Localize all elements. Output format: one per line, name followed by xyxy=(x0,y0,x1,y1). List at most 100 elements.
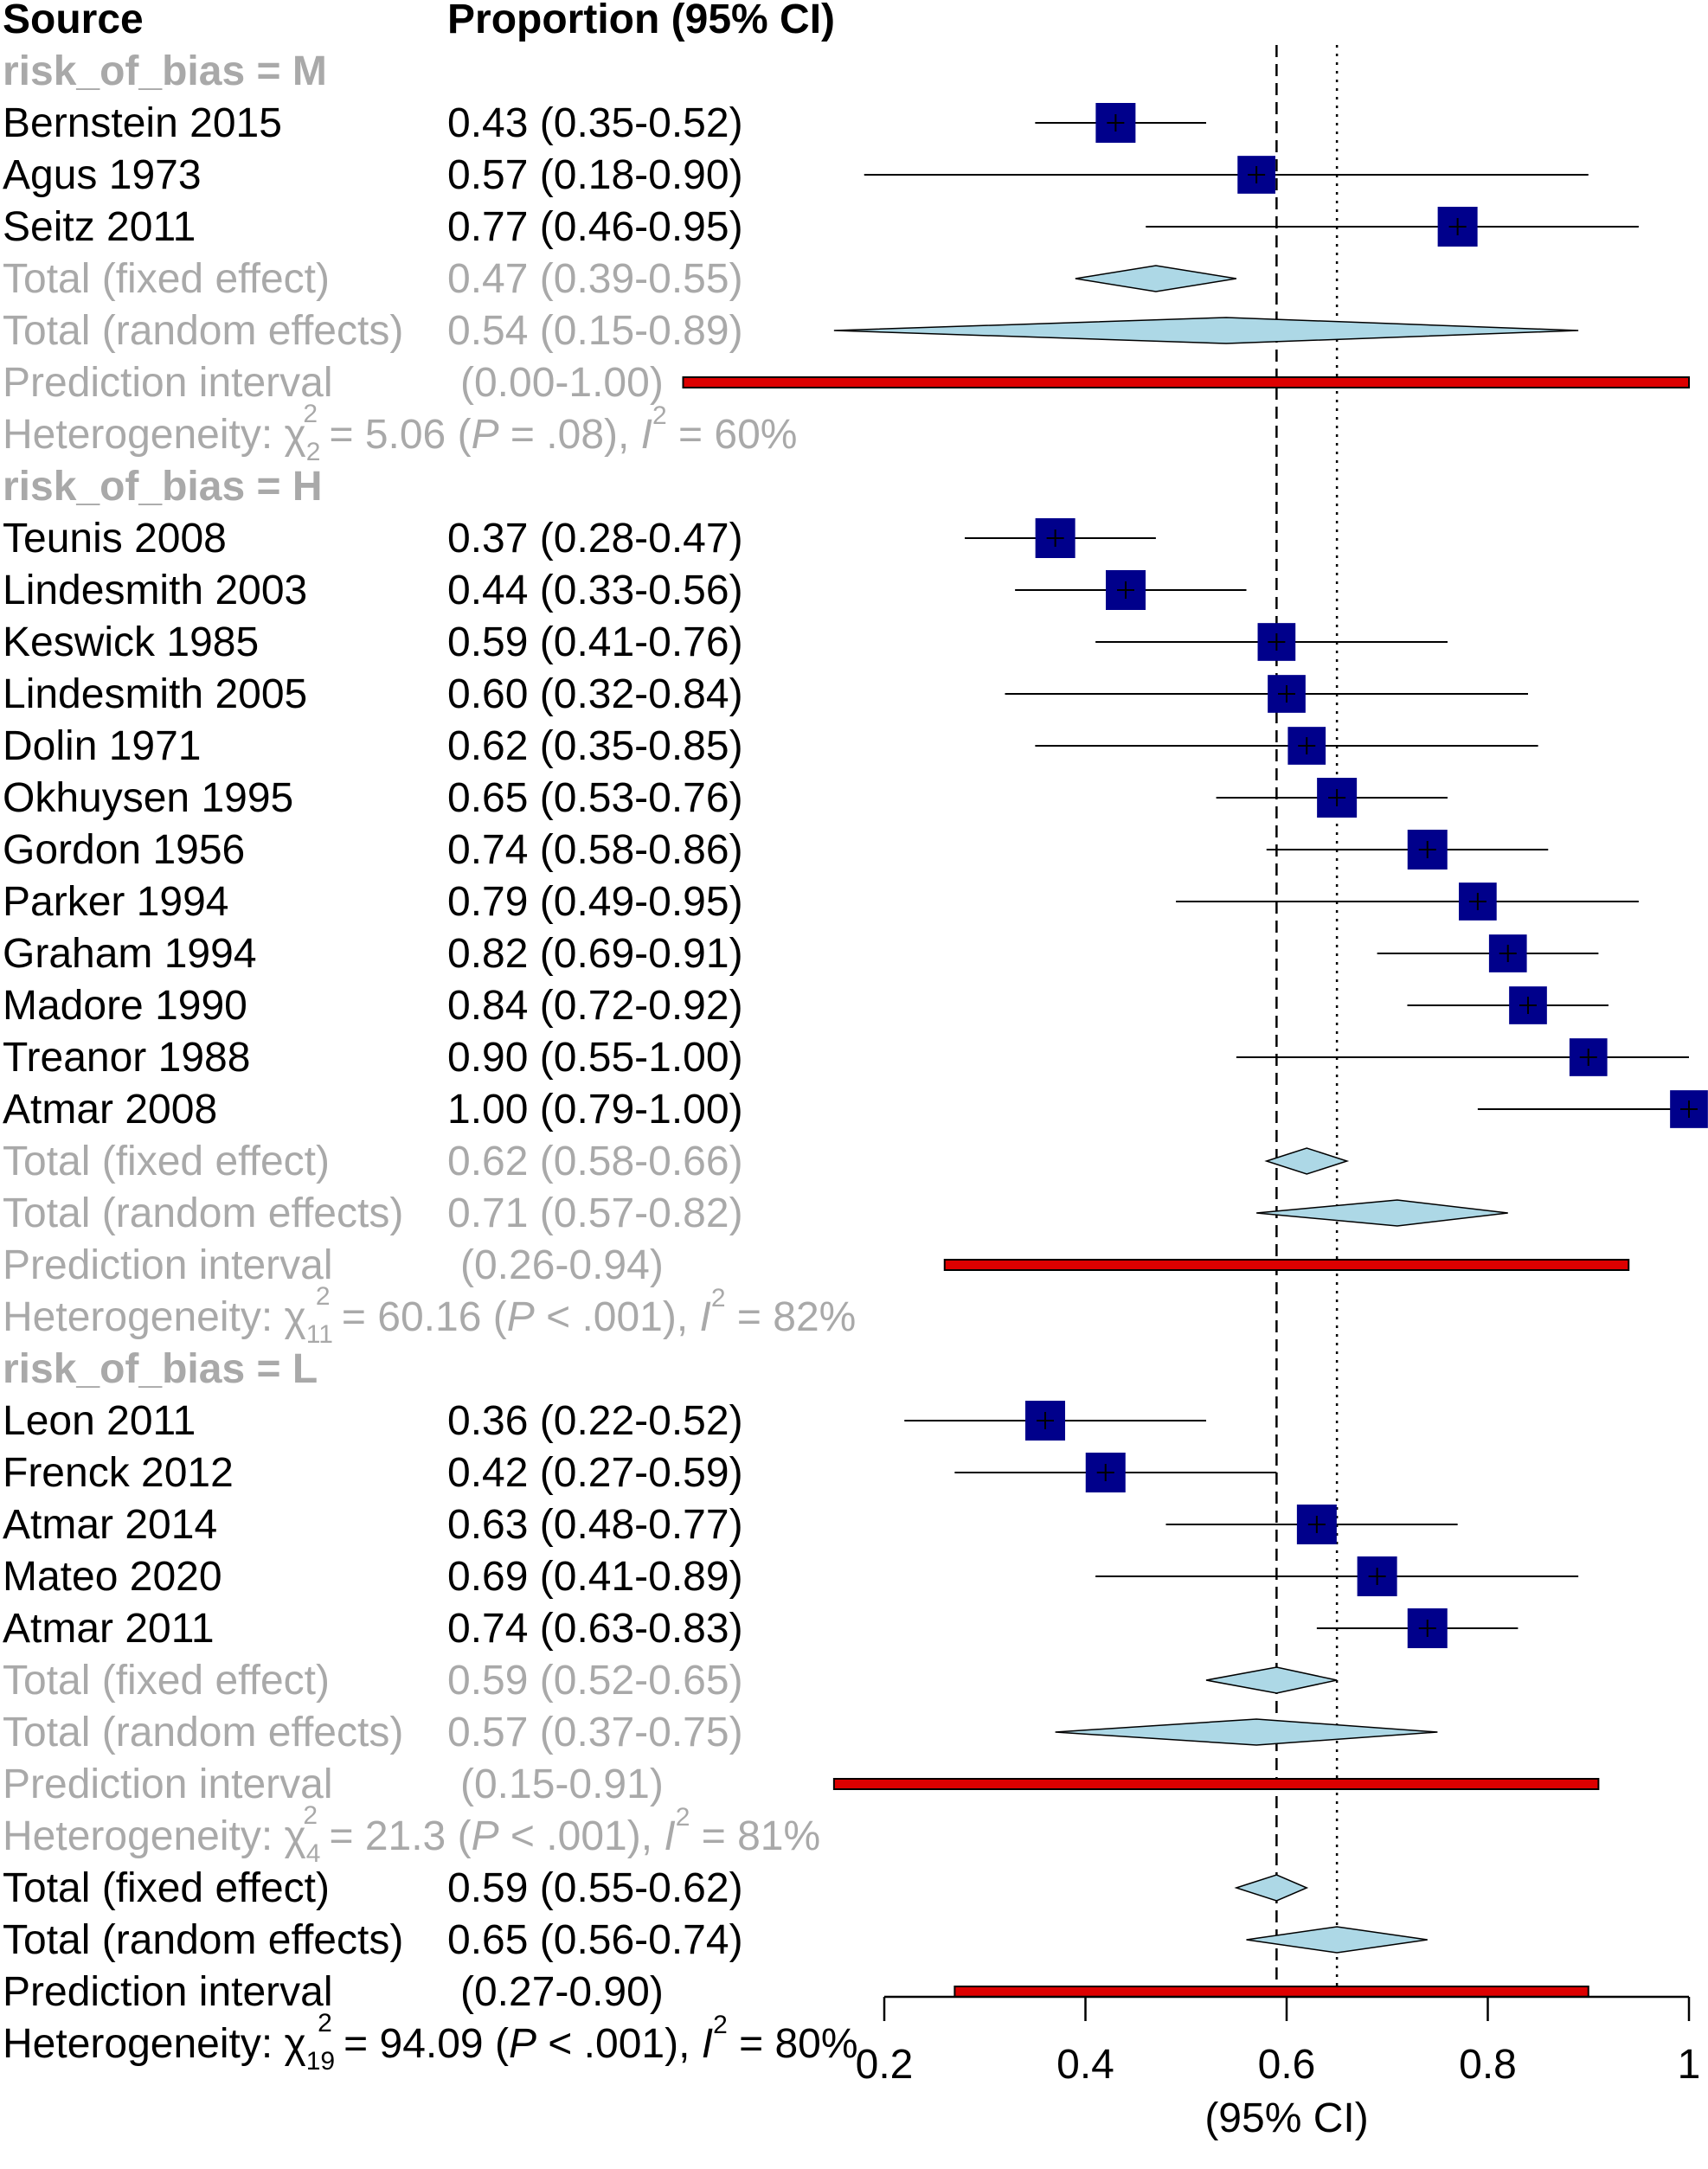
heterogeneity-sq: 2 xyxy=(316,1282,331,1311)
study-name: Frenck 2012 xyxy=(3,1450,234,1496)
heterogeneity-p: P xyxy=(472,412,499,458)
study-estimate-text: 0.65 (0.53-0.76) xyxy=(447,775,743,821)
heterogeneity-stat: = 60.16 ( xyxy=(331,1294,507,1340)
prediction-interval-label: Prediction interval xyxy=(3,360,333,406)
study-name: Graham 1994 xyxy=(3,931,257,977)
heterogeneity-df: 2 xyxy=(306,438,321,466)
heterogeneity-prefix: Heterogeneity: xyxy=(3,1294,285,1340)
study-name: Treanor 1988 xyxy=(3,1035,250,1081)
subgroup-random-effects-diamond xyxy=(1256,1199,1508,1227)
estimate-header: Proportion (95% CI) xyxy=(447,0,835,42)
study-name: Atmar 2011 xyxy=(3,1606,215,1652)
subgroup-fixed-effect-text: 0.62 (0.58-0.66) xyxy=(447,1139,743,1184)
prediction-interval-text: (0.15-0.91) xyxy=(460,1762,664,1807)
study-estimate-text: 0.42 (0.27-0.59) xyxy=(447,1450,743,1496)
heterogeneity-chi: χ xyxy=(285,2021,306,2067)
study-estimate-text: 0.44 (0.33-0.56) xyxy=(447,568,743,613)
subgroup-label: risk_of_bias = L xyxy=(3,1346,318,1392)
study-estimate-text: 1.00 (0.79-1.00) xyxy=(447,1087,743,1133)
source-header: Source xyxy=(3,0,144,42)
heterogeneity-sq: 2 xyxy=(711,1284,726,1312)
prediction-interval-label: Prediction interval xyxy=(3,1242,333,1288)
study-estimate-text: 0.43 (0.35-0.52) xyxy=(447,100,743,146)
subgroup-fixed-effect-diamond xyxy=(1075,265,1236,292)
study-estimate-text: 0.74 (0.63-0.83) xyxy=(447,1606,743,1652)
heterogeneity-df: 19 xyxy=(306,2047,335,2076)
overall-random-effects-text: 0.65 (0.56-0.74) xyxy=(447,1917,743,1963)
overall-fixed-effect-label: Total (fixed effect) xyxy=(3,1865,330,1911)
x-tick-label: 0.2 xyxy=(856,2042,914,2088)
subgroup-fixed-effect-text: 0.59 (0.52-0.65) xyxy=(447,1658,743,1704)
subgroup-fixed-effect-label: Total (fixed effect) xyxy=(3,1139,330,1184)
prediction-interval-bar xyxy=(943,1259,1630,1271)
study-estimate-text: 0.59 (0.41-0.76) xyxy=(447,619,743,665)
subgroup-random-effects-diamond xyxy=(833,317,1579,344)
x-axis: 0.2 0.4 0.6 0.8 1 (95% CI) xyxy=(856,1995,1701,2141)
study-estimate-text: 0.36 (0.22-0.52) xyxy=(447,1398,743,1444)
heterogeneity-pval: < .001), xyxy=(535,1294,700,1340)
study-name: Teunis 2008 xyxy=(3,516,227,562)
study-estimate-text: 0.79 (0.49-0.95) xyxy=(447,879,743,925)
heterogeneity-stat: = 94.09 ( xyxy=(332,2021,509,2067)
heterogeneity-df: 11 xyxy=(306,1320,333,1349)
subgroup-random-effects-diamond xyxy=(1055,1718,1438,1746)
study-estimate-text: 0.37 (0.28-0.47) xyxy=(447,516,743,562)
prediction-interval-bar xyxy=(832,1778,1600,1790)
prediction-interval-bar xyxy=(682,376,1690,388)
study-name: Bernstein 2015 xyxy=(3,100,282,146)
heterogeneity-chi: χ xyxy=(285,412,306,458)
heterogeneity-chi: χ xyxy=(285,1294,306,1340)
heterogeneity-text: Heterogeneity: χ192 = 94.09 (P < .001), … xyxy=(3,2009,858,2076)
heterogeneity-df: 4 xyxy=(306,1839,321,1868)
subgroup-random-effects-text: 0.71 (0.57-0.82) xyxy=(447,1190,743,1236)
prediction-interval-text: (0.00-1.00) xyxy=(460,360,664,406)
heterogeneity-stat: = 21.3 ( xyxy=(318,1813,471,1859)
x-tick-label: 0.8 xyxy=(1459,2042,1517,2088)
study-name: Atmar 2014 xyxy=(3,1502,217,1548)
prediction-interval-text: (0.27-0.90) xyxy=(460,1969,664,2015)
heterogeneity-sq: 2 xyxy=(318,2009,332,2037)
subgroup-label: risk_of_bias = M xyxy=(3,48,327,94)
x-tick-label: 0.6 xyxy=(1258,2042,1316,2088)
heterogeneity-sq: 2 xyxy=(652,401,667,430)
prediction-interval-text: (0.26-0.94) xyxy=(460,1242,664,1288)
heterogeneity-text: Heterogeneity: χ112 = 60.16 (P < .001), … xyxy=(3,1282,856,1349)
prediction-interval-bar xyxy=(954,1986,1589,1998)
heterogeneity-prefix: Heterogeneity: xyxy=(3,2021,285,2067)
heterogeneity-sq: 2 xyxy=(713,2011,728,2039)
study-name: Okhuysen 1995 xyxy=(3,775,293,821)
study-estimate-text: 0.69 (0.41-0.89) xyxy=(447,1554,743,1600)
subgroup-random-effects-label: Total (random effects) xyxy=(3,308,403,354)
study-name: Lindesmith 2003 xyxy=(3,568,307,613)
subgroup-fixed-effect-diamond xyxy=(1264,1147,1350,1175)
heterogeneity-p: P xyxy=(509,2021,536,2067)
subgroup-random-effects-text: 0.54 (0.15-0.89) xyxy=(447,308,743,354)
study-name: Agus 1973 xyxy=(3,152,202,198)
heterogeneity-sq: 2 xyxy=(303,1801,318,1830)
subgroup-fixed-effect-diamond xyxy=(1205,1666,1338,1694)
heterogeneity-i: I xyxy=(702,2021,713,2067)
overall-fixed-effect-diamond xyxy=(1234,1874,1309,1902)
study-name: Atmar 2008 xyxy=(3,1087,217,1133)
study-name: Parker 1994 xyxy=(3,879,229,925)
study-name: Madore 1990 xyxy=(3,983,247,1029)
heterogeneity-p: P xyxy=(507,1294,535,1340)
study-estimate-text: 0.63 (0.48-0.77) xyxy=(447,1502,743,1548)
heterogeneity-i: I xyxy=(641,412,652,458)
subgroup-fixed-effect-label: Total (fixed effect) xyxy=(3,256,330,302)
overall-random-effects-diamond xyxy=(1246,1926,1428,1954)
study-estimate-text: 0.84 (0.72-0.92) xyxy=(447,983,743,1029)
prediction-interval-label: Prediction interval xyxy=(3,1762,333,1807)
heterogeneity-iq: = 81% xyxy=(690,1813,820,1859)
study-name: Gordon 1956 xyxy=(3,827,245,873)
overall-random-effects-label: Total (random effects) xyxy=(3,1917,403,1963)
heterogeneity-sq: 2 xyxy=(676,1803,690,1832)
heterogeneity-i: I xyxy=(664,1813,675,1859)
subgroup-fixed-effect-text: 0.47 (0.39-0.55) xyxy=(447,256,743,302)
study-estimate-text: 0.62 (0.35-0.85) xyxy=(447,723,743,769)
x-tick-label: 1 xyxy=(1678,2042,1701,2088)
heterogeneity-pval: < .001), xyxy=(536,2021,702,2067)
heterogeneity-sq: 2 xyxy=(303,400,318,428)
heterogeneity-text: Heterogeneity: χ22 = 5.06 (P = .08), I2 … xyxy=(3,400,797,466)
study-estimate-text: 0.90 (0.55-1.00) xyxy=(447,1035,743,1081)
